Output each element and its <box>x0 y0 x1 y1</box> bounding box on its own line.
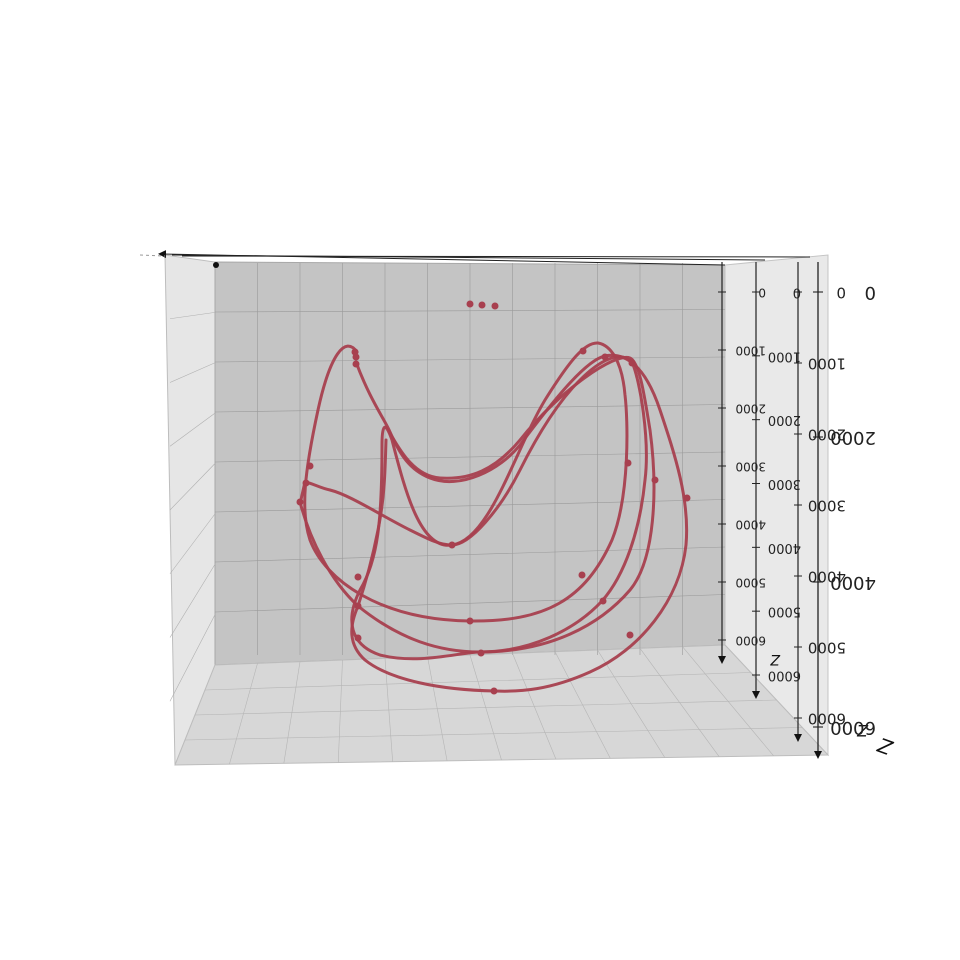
z-tick-label: 4000 <box>735 518 766 532</box>
grid-line <box>204 672 751 691</box>
z-tick-label: 2000 <box>735 402 766 416</box>
grid-line <box>169 362 216 383</box>
grid-line <box>214 594 726 613</box>
z-tick-label: 0 <box>836 284 846 302</box>
series-marker <box>491 302 499 310</box>
z-tick-label: 1000 <box>735 344 766 358</box>
series-marker <box>599 597 607 605</box>
series-marker <box>352 353 360 361</box>
z-axis-label: Z <box>770 651 781 667</box>
grid-line <box>214 309 726 313</box>
z-tick-label: 6000 <box>830 717 876 738</box>
series-marker <box>477 649 485 657</box>
grid-line <box>169 614 216 702</box>
grid-line <box>214 546 726 563</box>
z-tick-label: 5000 <box>768 604 801 619</box>
series-marker <box>683 494 691 502</box>
z-axes: 0100020003000400050006000Z01000200030004… <box>718 262 897 760</box>
grid-line <box>169 463 216 511</box>
series-marker <box>466 617 474 625</box>
grid-line <box>169 513 216 574</box>
z-tick-label: 1000 <box>768 348 801 363</box>
series-marker <box>306 462 314 470</box>
grid-line <box>214 499 726 513</box>
series-marker <box>354 634 362 642</box>
series-marker <box>624 459 632 467</box>
grid-line <box>214 451 726 463</box>
z-axis-label: Z <box>856 721 869 740</box>
series-line <box>350 353 689 693</box>
z-tick-label: 5000 <box>808 639 846 657</box>
series-marker <box>578 571 586 579</box>
z-tick-label: 4000 <box>768 540 801 555</box>
series-marker <box>354 573 362 581</box>
grid-line <box>194 699 777 716</box>
grid-line <box>169 564 216 638</box>
z-tick-label: 1000 <box>808 355 846 373</box>
arrow-stub <box>139 254 166 257</box>
series-marker <box>651 476 659 484</box>
series-marker <box>352 360 360 368</box>
z-tick-label: 0 <box>758 286 766 300</box>
series-marker <box>626 631 634 639</box>
axis-arrows-top <box>139 250 811 268</box>
z-tick-label: 2000 <box>830 427 876 448</box>
grid-line <box>214 356 726 363</box>
series-marker <box>628 359 636 367</box>
z-tick-label: 3000 <box>768 476 801 491</box>
z-tick-label: 0 <box>865 282 876 303</box>
series-marker <box>490 687 498 695</box>
z-tick-label: 6000 <box>768 668 801 683</box>
grid-line <box>169 312 216 320</box>
grid-line <box>169 412 216 447</box>
grid-line <box>184 727 803 741</box>
z-tick-label: 4000 <box>830 572 876 593</box>
series-marker <box>579 347 587 355</box>
series-marker <box>466 300 474 308</box>
z-tick-label: 6000 <box>735 634 766 648</box>
series-trajectory <box>296 300 691 695</box>
grid-line <box>214 404 726 413</box>
series-marker <box>296 498 304 506</box>
series-marker <box>478 301 486 309</box>
series-marker <box>354 602 362 610</box>
series-marker <box>302 479 310 487</box>
z-tick-label: 3000 <box>735 460 766 474</box>
floor <box>174 644 830 766</box>
series-marker <box>601 353 609 361</box>
arrow-dot <box>213 262 219 268</box>
z-tick-label: 3000 <box>808 497 846 515</box>
series-marker <box>448 541 456 549</box>
z-tick-label: 2000 <box>768 412 801 427</box>
z-tick-label: 5000 <box>735 576 766 590</box>
arrow-line-3 <box>181 255 811 258</box>
